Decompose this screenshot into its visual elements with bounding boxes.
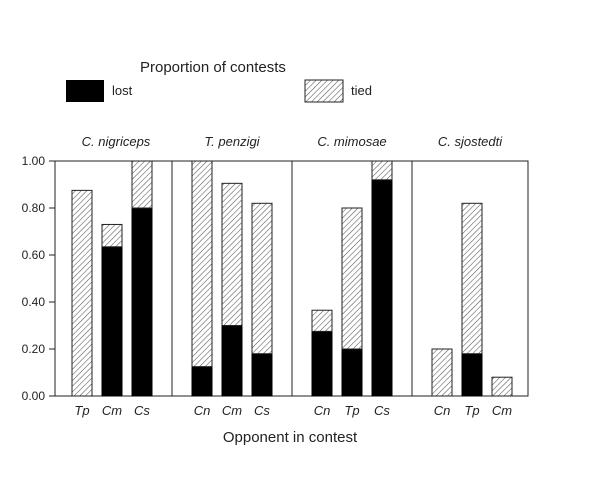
bar-tied-4-tp: [461, 202, 483, 355]
legend-label-tied: tied: [351, 83, 372, 98]
bar-lost-2-cm: [221, 325, 243, 397]
x-tick-label: Cn: [194, 403, 211, 418]
y-tick-label: 0.80: [22, 201, 46, 215]
x-tick-label: Tp: [74, 403, 89, 418]
y-tick-label: 1.00: [22, 154, 46, 168]
legend-swatch-lost: [66, 80, 104, 102]
x-axis-label: Opponent in contest: [223, 429, 358, 446]
bar-tied-2-cm: [221, 182, 243, 326]
bar-tied-4-cn: [431, 348, 453, 397]
y-axis: 0.00 0.20 0.40 0.60 0.80 1.00: [22, 154, 55, 403]
x-tick-label: Tp: [464, 403, 479, 418]
x-tick-label: Cs: [134, 403, 150, 418]
bar-lost-4-tp: [461, 353, 483, 397]
x-tick-label: Cn: [314, 403, 331, 418]
bar-lost-3-cn: [311, 330, 333, 397]
legend-label-lost: lost: [112, 83, 133, 98]
y-tick-label: 0.00: [22, 389, 46, 403]
x-tick-label: Tp: [344, 403, 359, 418]
x-tick-label: Cm: [102, 403, 122, 418]
x-tick-label: Cs: [254, 403, 270, 418]
bar-tied-3-cs: [371, 160, 393, 181]
bar-lost-3-cs: [371, 179, 393, 397]
panel-title-3: C. mimosae: [317, 134, 386, 149]
x-tick-label: Cm: [492, 403, 512, 418]
bar-lost-2-cs: [251, 353, 273, 397]
x-tick-label: Cm: [222, 403, 242, 418]
bar-lost-1-cm: [101, 246, 123, 397]
bar-tied-4-cm: [491, 376, 513, 397]
bar-lost-1-cs: [131, 207, 153, 397]
bar-tied-1-cm: [101, 223, 123, 248]
bar-lost-2-cn: [191, 366, 213, 397]
bar-tied-2-cs: [251, 202, 273, 355]
legend-title: Proportion of contests: [140, 59, 286, 76]
bar-tied-1-tp: [71, 189, 93, 397]
y-tick-label: 0.20: [22, 342, 46, 356]
panel-title-1: C. nigriceps: [82, 134, 151, 149]
bar-tied-2-cn: [191, 160, 213, 368]
x-tick-label: Cs: [374, 403, 390, 418]
y-tick-label: 0.60: [22, 248, 46, 262]
panel-title-2: T. penzigi: [204, 134, 260, 149]
panel-title-4: C. sjostedti: [438, 134, 503, 149]
x-tick-label: Cn: [434, 403, 451, 418]
bar-tied-3-tp: [341, 207, 363, 350]
bar-lost-3-tp: [341, 348, 363, 397]
bar-tied-3-cn: [311, 309, 333, 332]
bar-tied-1-cs: [131, 160, 153, 209]
bars-group: Tp Cm Cs Cn Cm Cs Cn Tp Cs Cn Tp Cm: [71, 160, 513, 418]
y-tick-label: 0.40: [22, 295, 46, 309]
legend-swatch-tied: [304, 79, 344, 103]
